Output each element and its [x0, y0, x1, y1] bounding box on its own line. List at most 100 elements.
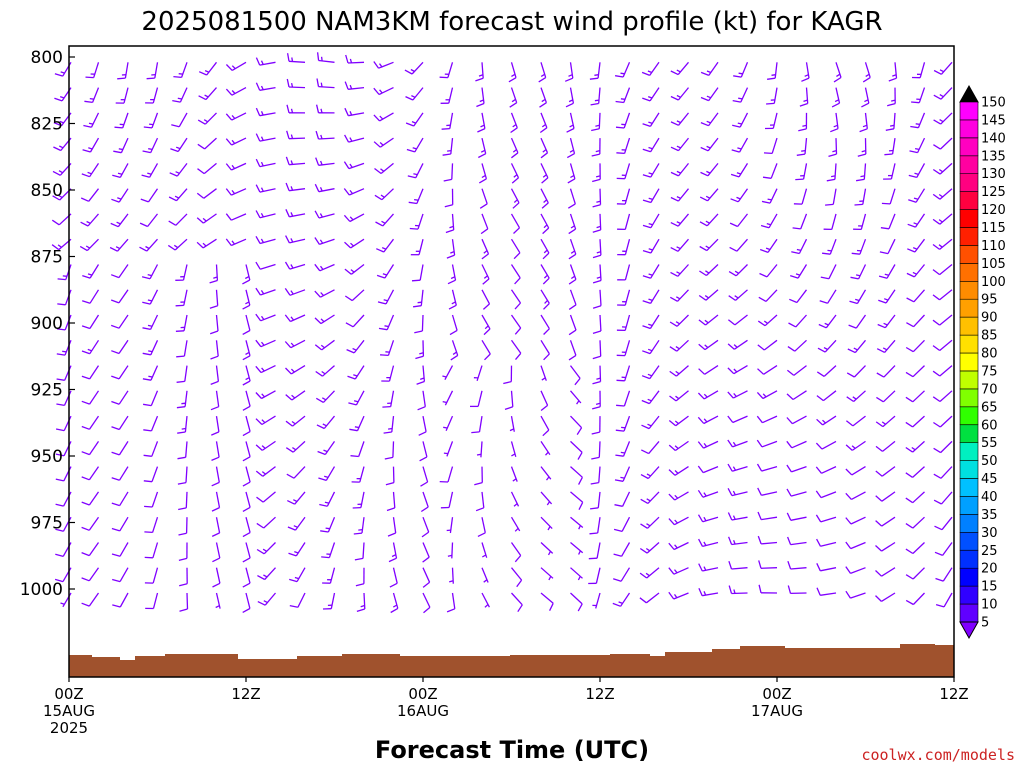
wind-barb [152, 567, 159, 584]
wind-barb-feather [789, 298, 798, 304]
wind-barb-half-feather [851, 445, 856, 449]
wind-barb-feather [405, 122, 415, 127]
wind-barb-feather [845, 468, 853, 476]
wind-barb-feather [700, 171, 709, 177]
wind-barb [677, 264, 689, 277]
wind-barb-feather [875, 520, 883, 527]
wind-barb-half-feather [87, 273, 93, 276]
wind-barb [318, 85, 335, 89]
y-tick-label: 1000 [20, 580, 63, 600]
wind-barb [510, 264, 521, 279]
wind-barb [422, 516, 430, 533]
wind-barb [797, 264, 808, 279]
wind-barb-feather [564, 77, 574, 82]
wind-barb-feather [758, 584, 762, 593]
wind-barb-feather [641, 399, 650, 405]
wind-barb-feather [727, 319, 736, 326]
wind-barb [118, 289, 129, 304]
wind-barb-half-feather [349, 84, 353, 90]
wind-barb [703, 390, 719, 400]
wind-barb-feather [543, 353, 550, 361]
wind-barb-half-feather [294, 576, 299, 580]
wind-barb-feather [141, 174, 150, 178]
wind-barb-half-feather [290, 108, 294, 113]
wind-barb-feather [541, 177, 549, 184]
wind-barb-feather [589, 532, 598, 535]
wind-barb-half-feather [414, 198, 419, 201]
wind-barb-feather [285, 235, 290, 244]
wind-barb [647, 466, 660, 479]
wind-barb-feather [176, 380, 185, 383]
wind-barb [622, 62, 631, 78]
wind-barb-feather [516, 579, 523, 588]
wind-barb [510, 137, 519, 154]
wind-barb [912, 491, 925, 504]
wind-barb-half-feather [245, 351, 250, 355]
wind-barb-half-feather [291, 420, 296, 425]
colorbar-label: 100 [981, 275, 1006, 290]
wind-barb-feather [177, 456, 186, 460]
wind-barb-feather [477, 532, 486, 537]
wind-barb [204, 137, 217, 150]
wind-barb [939, 415, 953, 428]
colorbar-label: 85 [981, 329, 998, 344]
wind-barb-feather [761, 200, 771, 204]
wind-barb-feather [285, 420, 293, 427]
terrain-layer [69, 644, 954, 677]
wind-barb-feather [847, 348, 856, 354]
wind-barb [64, 314, 72, 331]
wind-barb [63, 441, 72, 457]
wind-barb [289, 263, 306, 270]
wind-barb [351, 289, 365, 302]
wind-barb-feather [242, 380, 251, 386]
wind-barb [146, 238, 158, 252]
wind-barb-half-feather [378, 63, 383, 68]
wind-barb-half-feather [320, 108, 323, 113]
wind-barb [422, 466, 429, 483]
wind-barb-feather [420, 481, 428, 487]
wind-barb [540, 188, 549, 204]
wind-barb-feather [169, 172, 178, 177]
wind-barb [348, 162, 365, 170]
wind-barb-feather [377, 301, 387, 305]
wind-barb-half-feather [914, 172, 919, 176]
wind-barb-feather [592, 406, 601, 410]
wind-barb [768, 213, 778, 229]
colorbar-label: 135 [981, 149, 1006, 164]
wind-barb [624, 340, 631, 356]
wind-barb-feather [592, 355, 601, 360]
wind-barb [801, 188, 808, 205]
colorbar-swatch [959, 585, 979, 605]
wind-barb-feather [117, 77, 126, 80]
wind-barb [705, 264, 719, 276]
wind-barb-feather [881, 202, 891, 205]
wind-barb [792, 415, 807, 425]
wind-barb-feather [668, 419, 677, 427]
wind-barb-half-feather [59, 120, 64, 124]
wind-barb-feather [848, 324, 857, 329]
colorbar-swatch [959, 101, 979, 121]
wind-barb [231, 188, 247, 196]
wind-barb-feather [727, 415, 734, 423]
wind-barb-feather [286, 130, 290, 139]
wind-barb-feather [285, 447, 294, 453]
wind-barb-half-feather [732, 515, 736, 520]
wind-barb [649, 339, 660, 354]
wind-barb-feather [285, 209, 290, 218]
wind-barb [649, 87, 660, 102]
wind-barb-feather [56, 328, 66, 331]
colorbar-swatch [959, 496, 979, 515]
wind-barb-half-feather [862, 124, 868, 128]
wind-barb [740, 87, 749, 103]
wind-barb-half-feather [481, 174, 486, 179]
wind-barb [149, 289, 159, 305]
wind-barb [650, 163, 660, 178]
wind-barb [915, 188, 926, 203]
wind-barb-feather [344, 81, 349, 90]
wind-barb [912, 390, 925, 403]
wind-barb-feather [347, 375, 356, 380]
wind-barb-feather [576, 427, 583, 435]
wind-barb-half-feather [676, 170, 681, 174]
wind-barb-half-feather [569, 149, 574, 153]
wind-barb [569, 340, 577, 356]
